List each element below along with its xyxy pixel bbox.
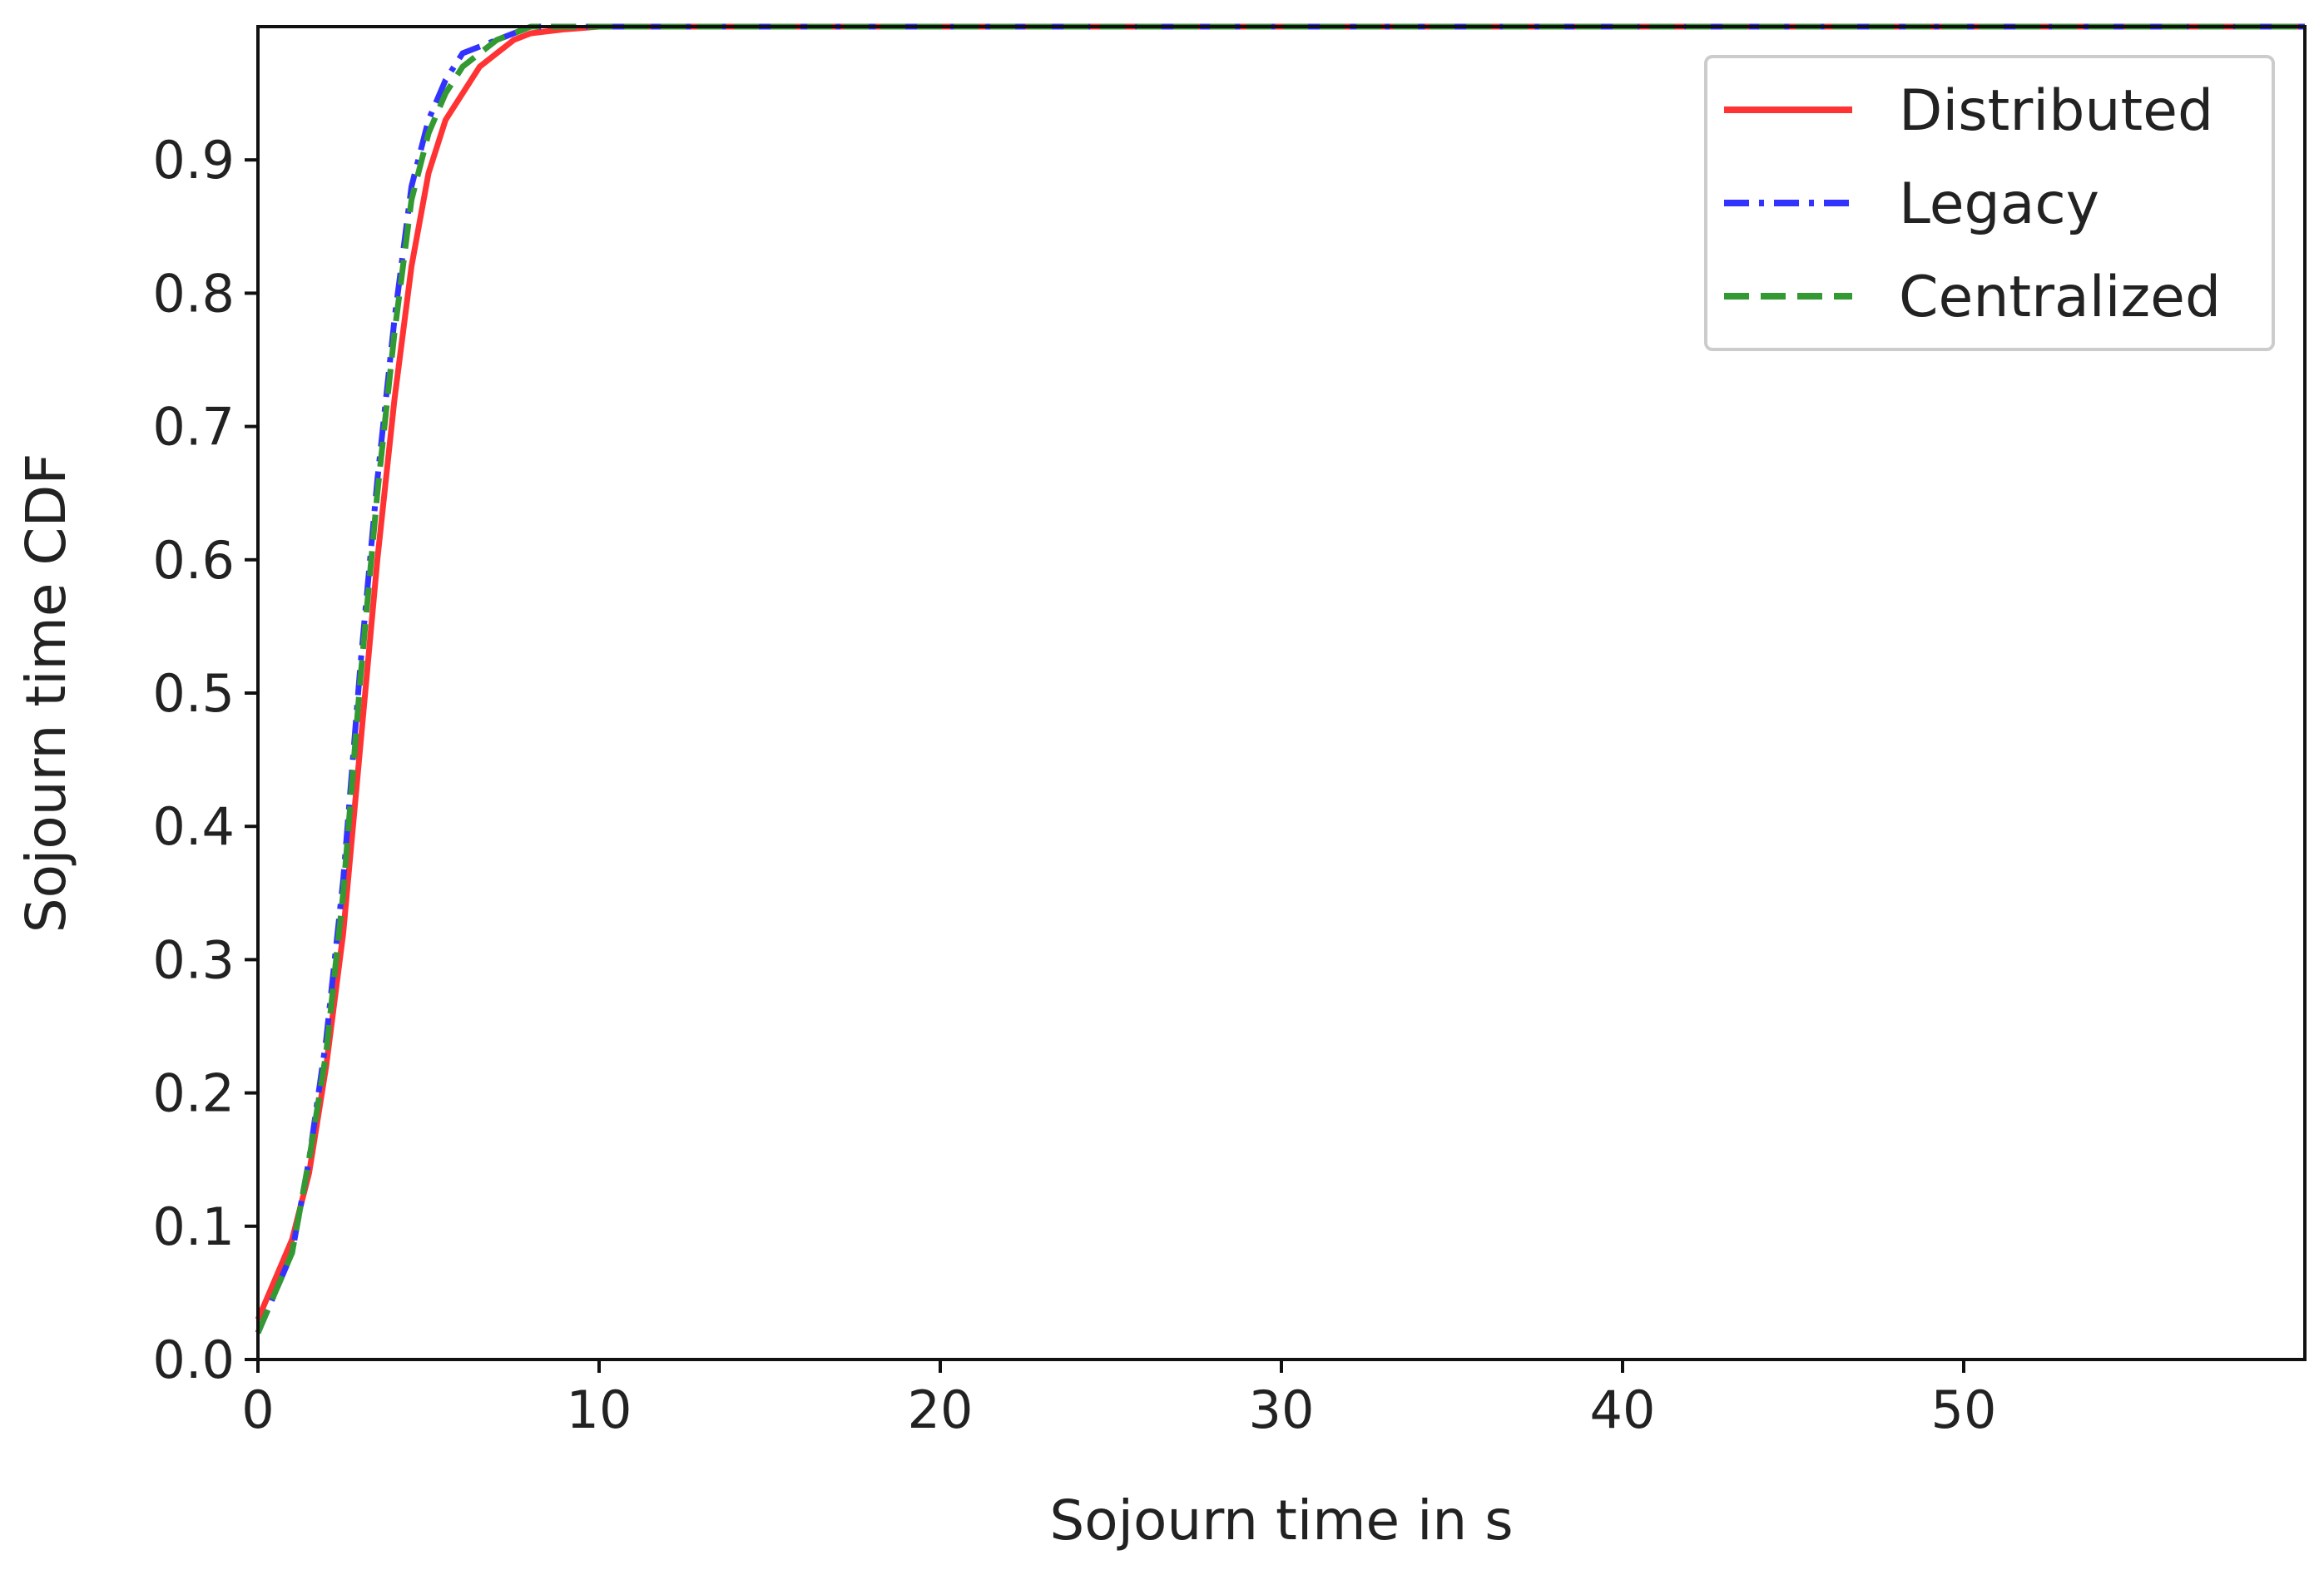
y-tick-label: 0.7 — [152, 397, 235, 458]
x-tick-label: 50 — [1931, 1379, 1997, 1440]
x-tick-label: 0 — [241, 1379, 274, 1440]
y-tick-label: 0.3 — [152, 929, 235, 990]
x-tick-label: 20 — [908, 1379, 974, 1440]
y-tick-label: 0.5 — [152, 663, 235, 724]
y-tick-label: 0.6 — [152, 530, 235, 591]
x-tick-label: 10 — [567, 1379, 632, 1440]
legend: Distributed Legacy Centralized — [1704, 55, 2275, 351]
series-line-centralized — [255, 23, 2305, 1335]
y-tick-label: 0.8 — [152, 263, 235, 324]
y-tick-label: 0.2 — [152, 1063, 235, 1124]
y-tick-label: 0.0 — [152, 1330, 235, 1390]
legend-box — [1704, 55, 2275, 351]
x-axis-ticks: 0 10 20 30 40 50 — [241, 1360, 1996, 1440]
x-axis-label: Sojourn time in s — [1049, 1488, 1513, 1553]
legend-label-centralized: Centralized — [1899, 265, 2221, 330]
legend-label-legacy: Legacy — [1899, 171, 2099, 237]
y-tick-label: 0.1 — [152, 1196, 235, 1257]
y-axis-label: Sojourn time CDF — [14, 453, 78, 934]
y-axis-ticks: 0.0 0.1 0.2 0.3 0.4 0.5 0.6 0.7 0.8 0.9 — [152, 130, 258, 1390]
y-tick-label: 0.4 — [152, 796, 235, 857]
x-tick-label: 40 — [1590, 1379, 1656, 1440]
x-tick-label: 30 — [1249, 1379, 1315, 1440]
legend-label-distributed: Distributed — [1899, 78, 2213, 144]
y-tick-label: 0.9 — [152, 130, 235, 191]
